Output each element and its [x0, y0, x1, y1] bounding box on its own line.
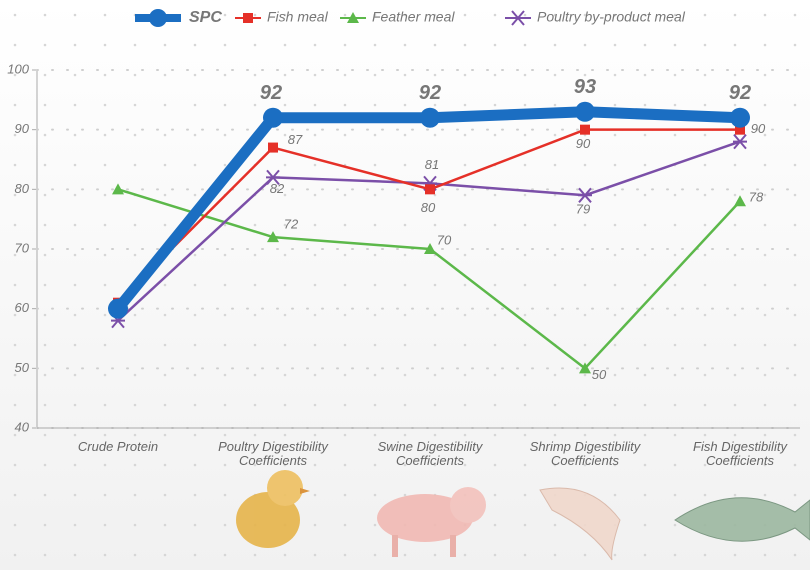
data-label: 81	[425, 157, 439, 172]
legend-label: Poultry by-product meal	[537, 9, 686, 25]
legend-label: Feather meal	[372, 9, 455, 25]
legend-marker	[149, 9, 167, 27]
data-label: 92	[419, 82, 441, 104]
chart: SPC Fish meal Feather meal Poultry by-produ…	[0, 0, 810, 570]
point	[575, 102, 595, 122]
x-tick-label: Shrimp Digestibility Coefficients	[523, 440, 648, 468]
x-label-box: Poultry Digestibility Coefficients	[203, 440, 343, 480]
data-label: 90	[576, 136, 591, 151]
legend: SPC Fish meal Feather meal Poultry by-produ…	[135, 9, 686, 27]
x-tick-label: Poultry Digestibility Coefficients	[211, 440, 336, 468]
legend-label: Fish meal	[267, 9, 329, 25]
point	[263, 108, 283, 128]
data-label: 50	[592, 367, 607, 382]
x-label-box: Swine Digestibility Coefficients	[360, 440, 500, 480]
data-label: 92	[260, 82, 282, 104]
y-tick-label: 60	[15, 300, 30, 315]
data-label: 90	[751, 121, 766, 136]
x-label-box: Crude Protein	[48, 440, 188, 480]
y-tick-label: 80	[15, 181, 30, 196]
y-tick-label: 70	[15, 240, 30, 255]
point	[268, 143, 278, 153]
data-label: 70	[437, 232, 452, 247]
dot-pattern	[0, 0, 810, 570]
point	[420, 108, 440, 128]
data-label: 82	[270, 181, 285, 196]
data-label: 87	[288, 132, 303, 147]
y-tick-label: 90	[15, 121, 30, 136]
data-label: 80	[421, 200, 436, 215]
x-tick-label: Swine Digestibility Coefficients	[368, 440, 493, 468]
y-tick-label: 40	[15, 419, 30, 434]
point	[108, 299, 128, 319]
y-tick-label: 50	[15, 360, 30, 375]
y-tick-label: 100	[7, 61, 29, 76]
x-label-box: Shrimp Digestibility Coefficients	[515, 440, 655, 480]
data-label: 92	[729, 82, 751, 104]
x-label-box: Fish Digestibility Coefficients	[670, 440, 810, 480]
data-label: 78	[749, 190, 764, 205]
point	[730, 108, 750, 128]
x-tick-label: Fish Digestibility Coefficients	[678, 440, 803, 468]
data-label: 72	[284, 217, 299, 232]
point	[580, 125, 590, 135]
legend-label: SPC	[189, 9, 222, 26]
data-label: 79	[576, 202, 590, 217]
page: {"chart_data": {"type": "line", "categor…	[0, 0, 810, 570]
x-tick-label: Crude Protein	[48, 440, 188, 454]
data-label: 93	[574, 76, 596, 98]
legend-marker	[243, 13, 253, 23]
point	[425, 184, 435, 194]
